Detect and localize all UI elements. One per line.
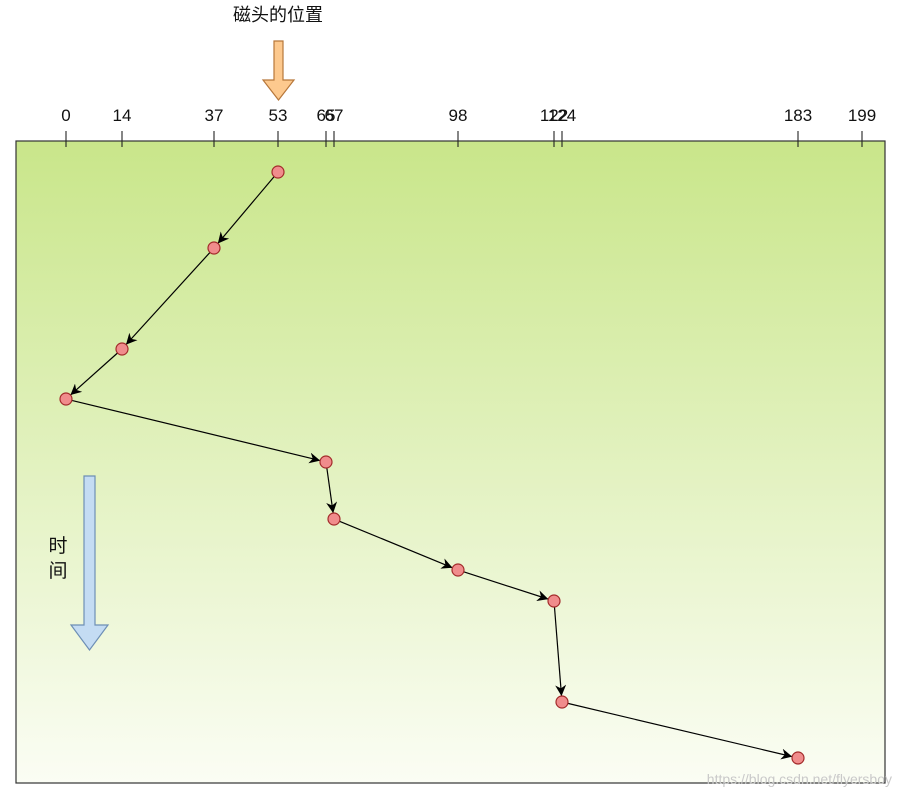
tick-label-14: 14 [113, 106, 132, 125]
time-arrow [69, 475, 110, 652]
time-label-char-1: 时 [48, 535, 67, 557]
seek-node-9-cyl-124 [555, 695, 569, 709]
seek-node-6-cyl-67 [327, 512, 341, 526]
seek-edge-65-to-67 [326, 467, 338, 514]
seek-edge-37-to-14 [125, 252, 211, 345]
seek-node-8-cyl-122 [547, 594, 561, 608]
seek-node-7-cyl-98 [451, 563, 465, 577]
tick-label-124: 124 [548, 106, 576, 125]
seek-edge-67-to-98 [339, 520, 453, 569]
head-position-arrow [261, 40, 296, 101]
tick-label-98: 98 [449, 106, 468, 125]
seek-edge-53-to-37 [217, 176, 275, 244]
seek-node-5-cyl-65 [319, 455, 333, 469]
time-label-char-2: 间 [48, 560, 67, 582]
tick-label-199: 199 [848, 106, 876, 125]
seek-node-10-cyl-183 [791, 751, 805, 765]
seek-edge-0-to-65 [71, 399, 321, 464]
seek-node-2-cyl-37 [207, 241, 221, 255]
seek-edge-122-to-124 [553, 606, 567, 697]
seek-node-3-cyl-14 [115, 342, 129, 356]
seek-path-nodes [59, 165, 805, 765]
seek-edge-124-to-183 [567, 702, 793, 760]
tick-label-0: 0 [61, 106, 70, 125]
track-panel [15, 140, 886, 784]
seek-path-edges [70, 176, 793, 760]
tick-label-183: 183 [784, 106, 812, 125]
seek-node-4-cyl-0 [59, 392, 73, 406]
tick-label-122: 122 [540, 106, 568, 125]
tick-label-53: 53 [269, 106, 288, 125]
watermark: https://blog.csdn.net/flyersboy [707, 771, 892, 787]
axis-ticks-on-panel [65, 131, 863, 147]
tick-label-67: 67 [325, 106, 344, 125]
seek-node-1-cyl-53 [271, 165, 285, 179]
tick-label-37: 37 [205, 106, 224, 125]
head-position-label: 磁头的位置 [233, 5, 323, 25]
seek-edge-98-to-122 [463, 571, 549, 602]
seek-edge-14-to-0 [70, 352, 118, 396]
tick-label-65: 65 [317, 106, 336, 125]
